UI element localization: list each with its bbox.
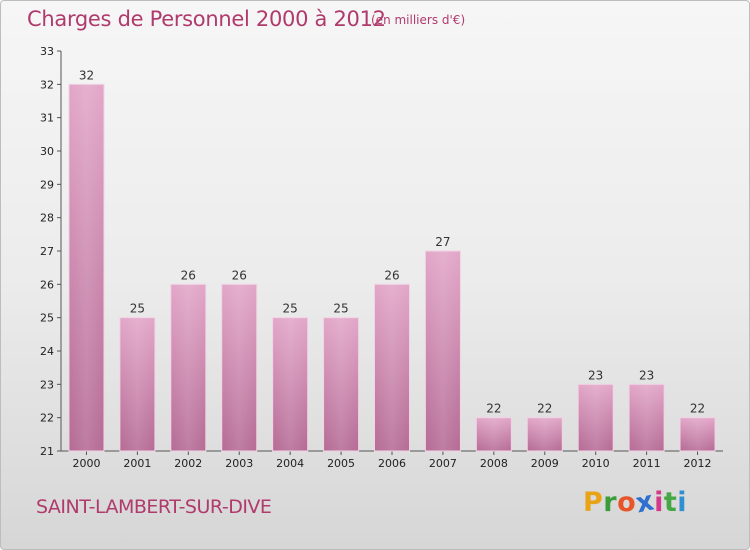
- logo-letter: o: [617, 487, 637, 518]
- x-tick-label-2000: 2000: [72, 457, 100, 470]
- bar-shine-2002: [170, 284, 206, 451]
- value-label-2006: 26: [384, 268, 399, 282]
- x-tick-label-2006: 2006: [378, 457, 406, 470]
- bar-shine-2012: [680, 417, 716, 451]
- value-label-2002: 26: [181, 268, 196, 282]
- logo-letter: t: [663, 487, 678, 518]
- y-tick-label: 26: [40, 278, 54, 291]
- value-labels: 32 25 26 26 25 25 26 27 22 22 23 23 22: [79, 68, 705, 415]
- x-tick-label-2001: 2001: [123, 457, 151, 470]
- bar-shine-2006: [374, 284, 410, 451]
- value-label-2001: 25: [130, 302, 145, 316]
- logo-letter: i: [677, 487, 688, 518]
- logo-letter: P: [583, 487, 604, 518]
- x-tick-label-2002: 2002: [174, 457, 202, 470]
- y-tick-label: 31: [40, 112, 54, 125]
- x-tick-label-2005: 2005: [327, 457, 355, 470]
- bar-shine-2009: [527, 417, 563, 451]
- y-tick-label: 22: [40, 412, 54, 425]
- logo-letter: r: [603, 487, 618, 518]
- x-tick-label-2012: 2012: [684, 457, 712, 470]
- x-tick-label-2007: 2007: [429, 457, 457, 470]
- bar-shine-2011: [629, 384, 665, 451]
- y-tick-label: 29: [40, 178, 54, 191]
- y-tick-label: 25: [40, 312, 54, 325]
- axes: 21 22 23 24 25 26 27 28 29 30 31 32 33 2000 2001 2002 20…: [40, 45, 723, 470]
- y-tick-label: 33: [40, 45, 54, 58]
- x-tick-label-2010: 2010: [582, 457, 610, 470]
- bar-shine-2010: [578, 384, 614, 451]
- bar-shine-2008: [476, 417, 512, 451]
- x-tick-label-2009: 2009: [531, 457, 559, 470]
- value-label-2000: 32: [79, 68, 94, 82]
- y-tick-label: 27: [40, 245, 54, 258]
- value-label-2007: 27: [435, 235, 450, 249]
- value-label-2009: 22: [537, 402, 552, 416]
- y-tick-label: 23: [40, 378, 54, 391]
- proxiti-logo: Proxiti: [583, 485, 688, 519]
- bars: [68, 83, 716, 452]
- y-tick-label: 30: [40, 145, 54, 158]
- chart-title: Charges de Personnel 2000 à 2012: [27, 7, 386, 31]
- value-label-2012: 22: [690, 402, 705, 416]
- logo-letter: i: [654, 487, 664, 518]
- bar-shine-2004: [272, 317, 308, 451]
- y-tick-label: 24: [40, 345, 54, 358]
- x-tick-label-2003: 2003: [225, 457, 253, 470]
- bar-shine-2005: [323, 317, 359, 451]
- value-label-2004: 25: [283, 302, 298, 316]
- y-tick-label: 21: [40, 445, 54, 458]
- y-tick-label: 32: [40, 78, 54, 91]
- value-label-2008: 22: [486, 402, 501, 416]
- y-tick-label: 28: [40, 212, 54, 225]
- value-label-2005: 25: [333, 302, 348, 316]
- bar-shine-2001: [119, 317, 155, 451]
- x-tick-label-2011: 2011: [633, 457, 661, 470]
- bar-shine-2003: [221, 284, 257, 451]
- value-label-2003: 26: [232, 268, 247, 282]
- chart-subtitle: (en milliers d'€): [371, 13, 466, 27]
- bar-shine-2007: [425, 251, 461, 451]
- value-label-2011: 23: [639, 368, 654, 382]
- x-tick-label-2008: 2008: [480, 457, 508, 470]
- value-label-2010: 23: [588, 368, 603, 382]
- bar-shine-2000: [68, 84, 104, 451]
- commune-name: SAINT-LAMBERT-SUR-DIVE: [36, 496, 272, 518]
- x-tick-label-2004: 2004: [276, 457, 304, 470]
